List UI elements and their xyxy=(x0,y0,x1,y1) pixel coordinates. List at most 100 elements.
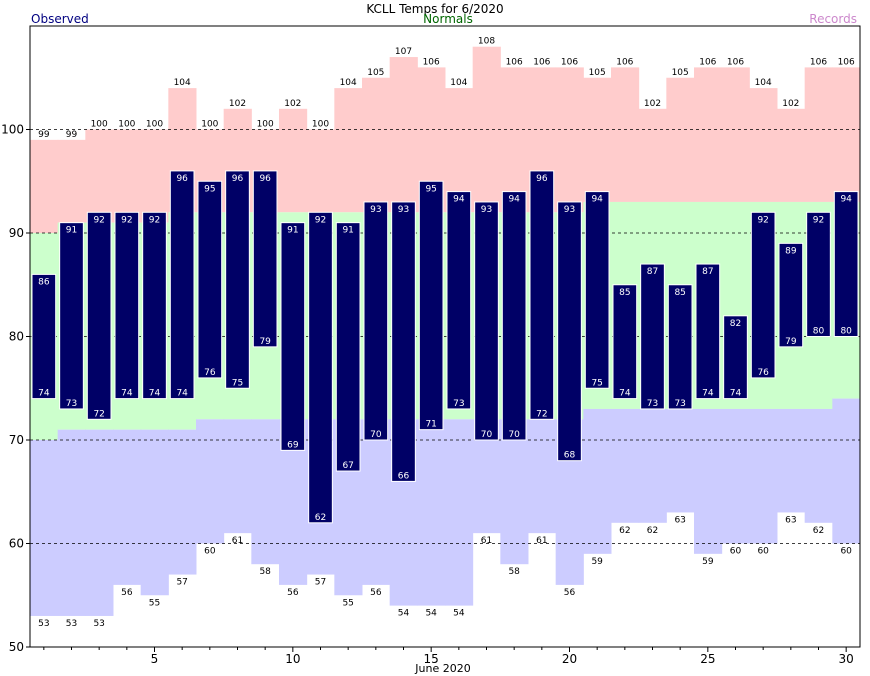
record-low-label: 62 xyxy=(813,526,824,536)
record-high-band xyxy=(749,88,778,202)
plot-area: 86 74 99 53 91 73 99 53 92 72 100 53 92 74 100 56 92 74 10… xyxy=(1,25,861,666)
record-low-label: 57 xyxy=(176,578,187,588)
record-low-band xyxy=(500,419,529,565)
x-tick-label: 5 xyxy=(151,652,159,666)
observed-high-label: 92 xyxy=(93,215,104,225)
record-high-band xyxy=(30,139,59,233)
y-tick-label: 80 xyxy=(9,330,24,344)
observed-high-label: 96 xyxy=(259,174,271,184)
observed-low-label: 73 xyxy=(674,399,685,409)
record-high-label: 102 xyxy=(284,99,301,109)
x-tick-label: 15 xyxy=(424,652,439,666)
record-low-label: 56 xyxy=(121,588,133,598)
record-high-band xyxy=(389,57,418,213)
record-high-band xyxy=(611,67,640,202)
observed-bar xyxy=(806,211,831,337)
observed-high-label: 94 xyxy=(453,195,465,205)
observed-bar xyxy=(391,201,416,482)
record-low-label: 53 xyxy=(38,619,49,629)
observed-bar xyxy=(833,191,859,337)
record-high-band xyxy=(804,67,833,202)
record-low-label: 57 xyxy=(315,578,326,588)
observed-low-label: 75 xyxy=(591,378,602,388)
record-high-label: 105 xyxy=(589,68,606,78)
observed-high-label: 93 xyxy=(370,205,381,215)
x-tick-label: 10 xyxy=(285,652,300,666)
observed-bar xyxy=(169,170,195,400)
observed-high-label: 94 xyxy=(508,195,520,205)
record-low-band xyxy=(694,408,723,554)
record-low-band xyxy=(223,419,252,534)
record-high-band xyxy=(694,67,723,202)
observed-low-label: 80 xyxy=(840,327,852,337)
x-axis-label: June 2020 xyxy=(414,662,470,675)
observed-low-label: 73 xyxy=(453,399,464,409)
observed-high-label: 96 xyxy=(232,174,244,184)
record-high-label: 100 xyxy=(91,120,108,130)
record-high-label: 100 xyxy=(257,120,274,130)
record-low-band xyxy=(417,419,446,606)
observed-bar xyxy=(667,284,693,410)
record-high-band xyxy=(113,129,142,223)
record-low-band xyxy=(583,408,612,554)
observed-low-label: 72 xyxy=(536,409,547,419)
observed-high-label: 82 xyxy=(730,319,741,329)
record-low-band xyxy=(721,408,750,544)
observed-high-label: 93 xyxy=(481,205,492,215)
record-high-label: 100 xyxy=(312,120,329,130)
observed-low-label: 67 xyxy=(342,461,353,471)
observed-bar xyxy=(363,201,389,441)
observed-bar xyxy=(280,222,306,451)
record-low-label: 59 xyxy=(591,557,603,567)
record-low-label: 60 xyxy=(730,547,742,557)
observed-low-label: 62 xyxy=(315,513,326,523)
observed-bar xyxy=(142,211,167,400)
record-low-band xyxy=(638,408,667,523)
record-high-band xyxy=(638,108,667,202)
observed-high-label: 91 xyxy=(342,226,353,236)
observed-high-label: 91 xyxy=(66,226,77,236)
observed-bar xyxy=(557,201,582,462)
observed-low-label: 74 xyxy=(702,389,714,399)
record-low-label: 55 xyxy=(342,598,353,608)
record-low-band xyxy=(362,419,391,585)
observed-bar xyxy=(501,191,527,441)
x-tick-label: 30 xyxy=(839,652,854,666)
observed-low-label: 70 xyxy=(508,430,520,440)
record-low-band xyxy=(57,429,86,616)
legend-normals: Normals xyxy=(423,12,473,26)
record-high-label: 106 xyxy=(810,57,827,67)
observed-bar xyxy=(723,315,748,400)
y-tick-label: 70 xyxy=(9,433,24,447)
record-high-label: 104 xyxy=(340,78,357,88)
record-high-band xyxy=(555,67,584,213)
record-low-label: 54 xyxy=(398,609,410,619)
record-high-label: 102 xyxy=(644,99,661,109)
record-high-label: 100 xyxy=(118,120,135,130)
record-high-label: 106 xyxy=(423,57,440,67)
observed-low-label: 66 xyxy=(398,471,410,481)
observed-high-label: 87 xyxy=(702,267,713,277)
observed-bar xyxy=(86,211,112,420)
record-low-label: 53 xyxy=(66,619,77,629)
record-high-label: 99 xyxy=(38,130,50,140)
record-high-label: 104 xyxy=(755,78,772,88)
observed-high-label: 92 xyxy=(149,215,160,225)
observed-low-label: 80 xyxy=(813,327,825,337)
observed-high-label: 92 xyxy=(813,215,824,225)
record-low-band xyxy=(196,419,225,544)
record-low-band xyxy=(749,408,778,544)
record-low-label: 63 xyxy=(785,515,796,525)
observed-high-label: 92 xyxy=(757,215,768,225)
observed-bar xyxy=(197,180,223,379)
record-high-band xyxy=(583,77,612,202)
record-high-label: 102 xyxy=(229,99,246,109)
observed-low-label: 76 xyxy=(204,368,216,378)
record-high-band xyxy=(334,88,363,213)
record-high-band xyxy=(279,108,308,213)
observed-bar xyxy=(778,242,804,348)
record-low-label: 61 xyxy=(232,536,243,546)
observed-bar xyxy=(695,263,721,400)
observed-high-label: 91 xyxy=(287,226,298,236)
record-high-label: 106 xyxy=(838,57,855,67)
